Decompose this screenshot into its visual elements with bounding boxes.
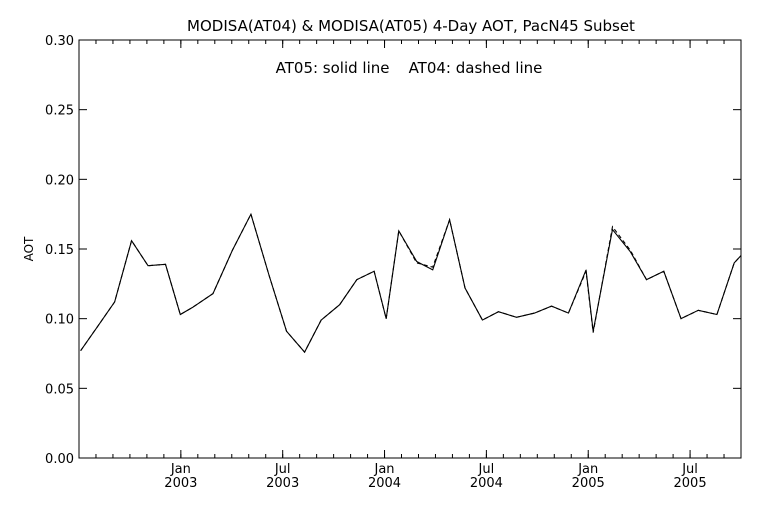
x-tick-label-year: 2004 <box>470 476 503 491</box>
x-axis: Jan2003Jul2003Jan2004Jul2004Jan2005Jul20… <box>78 40 742 491</box>
series-line-at04 <box>80 212 741 354</box>
x-tick-label-month: Jan <box>170 462 191 477</box>
y-tick-label: 0.20 <box>45 173 74 188</box>
x-tick-label-month: Jan <box>374 462 395 477</box>
x-tick-label-year: 2003 <box>266 476 299 491</box>
chart-title: MODISA(AT04) & MODISA(AT05) 4-Day AOT, P… <box>187 17 635 35</box>
x-tick-label-year: 2003 <box>164 476 197 491</box>
x-tick-label-month: Jul <box>478 462 495 477</box>
series-line-at05 <box>80 212 741 354</box>
y-axis: 0.00 0.05 0.10 0.15 0.20 0.25 0.30 <box>45 34 741 467</box>
x-tick-label-month: Jul <box>681 462 698 477</box>
series-layer <box>80 212 741 354</box>
x-tick-label-month: Jul <box>274 462 291 477</box>
x-tick-label-year: 2005 <box>572 476 605 491</box>
y-tick-label: 0.05 <box>45 382 74 397</box>
x-tick-label-month: Jan <box>577 462 598 477</box>
y-tick-label: 0.10 <box>45 313 74 328</box>
y-tick-label: 0.15 <box>45 243 74 258</box>
y-tick-label: 0.00 <box>45 452 74 467</box>
y-tick-label: 0.25 <box>45 104 74 119</box>
line-style-note: AT05: solid line AT04: dashed line <box>276 59 543 77</box>
x-tick-label-year: 2005 <box>674 476 707 491</box>
y-axis-label: AOT <box>22 236 36 261</box>
x-tick-label-year: 2004 <box>368 476 401 491</box>
y-tick-label: 0.30 <box>45 34 74 49</box>
